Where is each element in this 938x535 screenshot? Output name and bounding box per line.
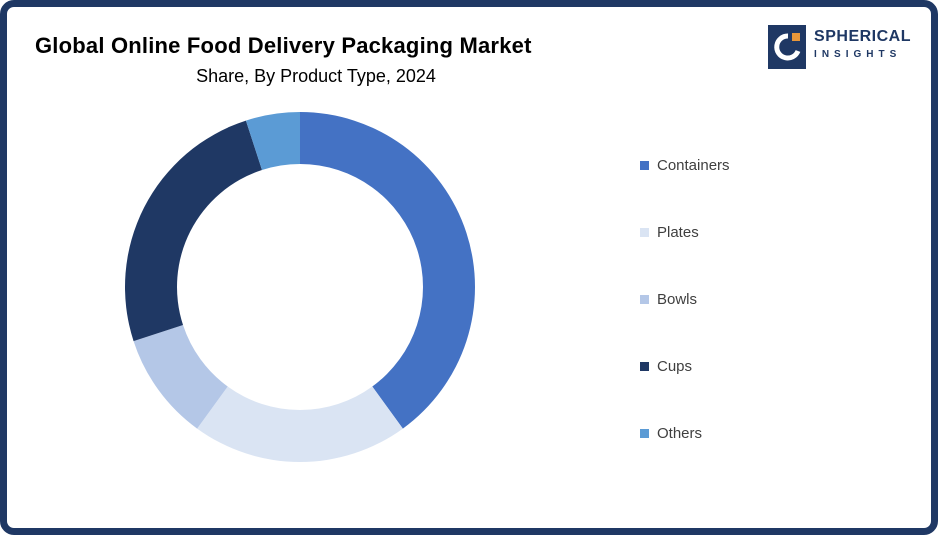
legend-item-others: Others <box>640 423 730 444</box>
legend-marker <box>640 161 649 170</box>
legend-label: Containers <box>657 157 730 174</box>
brand-logo: SPHERICAL INSIGHTS <box>768 25 911 69</box>
brand-name: SPHERICAL <box>814 28 911 45</box>
chart-title: Global Online Food Delivery Packaging Ma… <box>35 33 532 58</box>
legend-item-cups: Cups <box>640 356 730 377</box>
legend-item-bowls: Bowls <box>640 289 730 310</box>
chart-header: Global Online Food Delivery Packaging Ma… <box>35 33 597 87</box>
donut-segment-cups <box>125 120 262 342</box>
legend-marker <box>640 228 649 237</box>
legend-marker <box>640 295 649 304</box>
legend-marker <box>640 429 649 438</box>
donut-segment-plates <box>197 386 403 462</box>
brand-logo-text: SPHERICAL INSIGHTS <box>814 25 911 60</box>
spherical-insights-logo-icon <box>768 25 807 69</box>
legend-marker <box>640 362 649 371</box>
chart-legend: Containers Plates Bowls Cups Others <box>640 155 730 444</box>
donut-segment-bowls <box>133 325 228 429</box>
donut-chart <box>125 112 475 462</box>
brand-subname: INSIGHTS <box>814 49 902 60</box>
legend-label: Bowls <box>657 291 698 308</box>
donut-segment-others <box>245 112 300 171</box>
legend-label: Plates <box>657 224 699 241</box>
chart-subtitle: Share, By Product Type, 2024 <box>196 66 436 86</box>
legend-label: Cups <box>657 358 693 375</box>
legend-item-plates: Plates <box>640 222 730 243</box>
donut-segment-containers <box>300 112 475 429</box>
legend-label: Others <box>657 425 703 442</box>
legend-item-containers: Containers <box>640 155 730 176</box>
